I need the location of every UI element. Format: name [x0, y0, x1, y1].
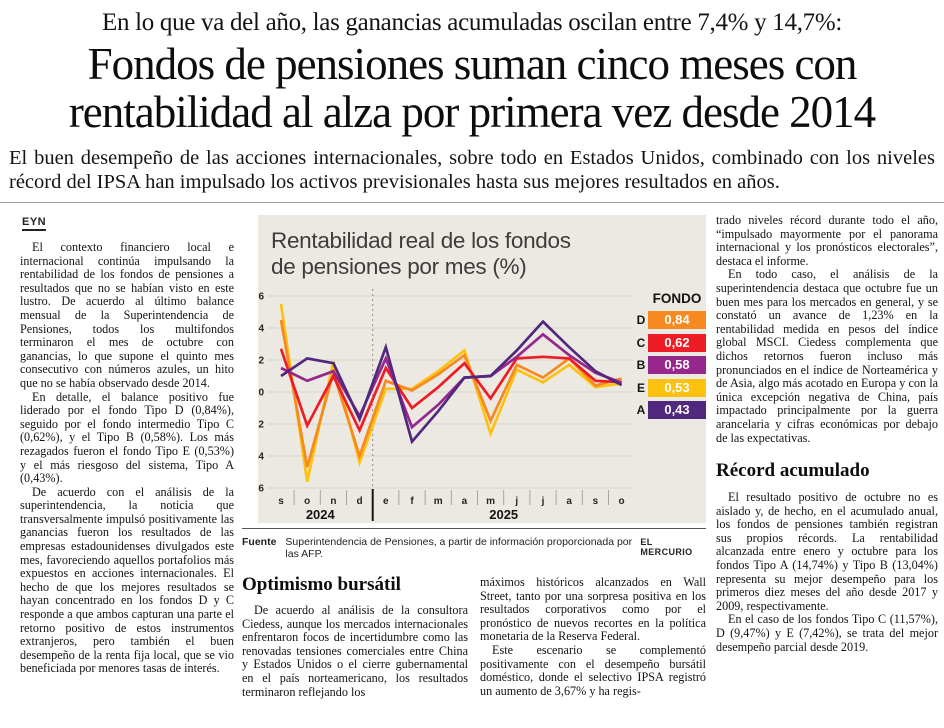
- article-paragraph: El resultado positivo de octubre no es a…: [716, 490, 938, 613]
- y-axis-label: 2: [258, 356, 264, 367]
- legend-fund-letter: A: [636, 403, 646, 417]
- x-axis-year-label: 2025: [489, 507, 518, 522]
- series-line-C: [279, 348, 622, 434]
- article-paragraph: En detalle, el balance positivo fue lide…: [20, 389, 234, 486]
- legend-title: FONDO: [652, 291, 702, 306]
- y-axis-label: -4: [258, 452, 264, 463]
- section-heading: Optimismo bursátil: [242, 574, 401, 595]
- legend-row: E 0,53: [634, 378, 706, 397]
- chart-source-row: Fuente Superintendencia de Pensiones, a …: [242, 528, 706, 560]
- section-heading: Récord acumulado: [716, 460, 870, 482]
- y-axis-label: -6: [258, 484, 264, 495]
- legend-value-badge: 0,62: [648, 333, 706, 352]
- chart-title-line2: de pensiones por mes (%): [271, 254, 527, 279]
- chart-legend: FONDO D 0,84 C 0,62 B 0,58 E 0,53 A 0,43: [634, 291, 706, 424]
- x-axis-month-label: a: [462, 496, 468, 507]
- x-axis-month-label: o: [619, 496, 625, 507]
- x-axis-month-label: j: [541, 496, 545, 507]
- legend-fund-letter: D: [636, 313, 646, 327]
- deck: El buen desempeño de las acciones intern…: [9, 147, 935, 193]
- x-axis-year-label: 2024: [306, 507, 336, 522]
- legend-value-badge: 0,53: [648, 378, 706, 397]
- legend-row: A 0,43: [634, 401, 706, 419]
- left-column: EYN El contexto financiero local e inter…: [20, 212, 234, 676]
- x-axis-month-label: j: [514, 496, 518, 507]
- article-paragraph: trado niveles récord durante todo el año…: [716, 213, 938, 268]
- article-paragraph: De acuerdo con el análisis de la superin…: [20, 484, 234, 676]
- x-axis-month-label: m: [434, 496, 443, 507]
- bottom-section: Optimismo bursátil De acuerdo al análisi…: [242, 572, 706, 699]
- x-axis-month-label: f: [410, 496, 414, 507]
- series-line-A: [280, 319, 623, 445]
- chart-title: Rentabilidad real de los fondos de pensi…: [271, 228, 571, 280]
- source-text: Superintendencia de Pensiones, a partir …: [285, 536, 633, 560]
- headline: Fondos de pensiones suman cinco meses co…: [68, 39, 876, 137]
- legend-row: C 0,62: [634, 333, 706, 352]
- x-axis-month-label: d: [357, 496, 363, 507]
- x-axis-month-label: m: [486, 496, 495, 507]
- header-divider: [0, 202, 944, 203]
- legend-fund-letter: B: [636, 358, 646, 372]
- article-paragraph: En todo caso, el análisis de la superint…: [716, 267, 938, 445]
- source-label: Fuente: [242, 536, 277, 548]
- article-paragraph: De acuerdo al análisis de la consultora …: [242, 603, 468, 699]
- y-axis-label: 0: [258, 388, 264, 399]
- byline: EYN: [22, 216, 47, 231]
- series-line-B: [280, 332, 623, 430]
- x-axis-month-label: e: [383, 496, 389, 507]
- bottom-column-2: máximos históricos alcanzados en Wall St…: [480, 572, 706, 699]
- bottom-column-1: Optimismo bursátil De acuerdo al análisi…: [242, 572, 468, 699]
- legend-row: D 0,84: [634, 311, 706, 329]
- article-paragraph: Este escenario se complementó positivame…: [480, 642, 706, 698]
- legend-value-badge: 0,84: [648, 311, 706, 329]
- x-axis-month-label: a: [566, 496, 572, 507]
- kicker: En lo que va del año, las ganancias acum…: [101, 9, 843, 36]
- article-paragraph: máximos históricos alcanzados en Wall St…: [480, 575, 706, 644]
- x-axis-month-label: s: [593, 496, 599, 507]
- x-axis-month-label: o: [304, 496, 310, 507]
- legend-value-badge: 0,43: [648, 401, 706, 419]
- legend-fund-letter: C: [636, 335, 646, 350]
- x-axis-month-label: s: [278, 496, 284, 507]
- newspaper-credit: EL MERCURIO: [640, 537, 693, 557]
- legend-value-badge: 0,58: [648, 356, 706, 374]
- article-paragraph: El contexto financiero local e internaci…: [20, 240, 234, 390]
- y-axis-label: 6: [258, 292, 264, 303]
- legend-row: B 0,58: [634, 356, 706, 374]
- y-axis-label: -2: [258, 420, 264, 431]
- y-axis-label: 4: [258, 324, 264, 335]
- legend-fund-letter: E: [636, 380, 645, 395]
- right-column: trado niveles récord durante todo el año…: [716, 213, 938, 654]
- x-axis-month-label: n: [330, 496, 336, 507]
- article-paragraph: En el caso de los fondos Tipo C (11,57%)…: [716, 612, 938, 654]
- chart-title-line1: Rentabilidad real de los fondos: [271, 228, 571, 253]
